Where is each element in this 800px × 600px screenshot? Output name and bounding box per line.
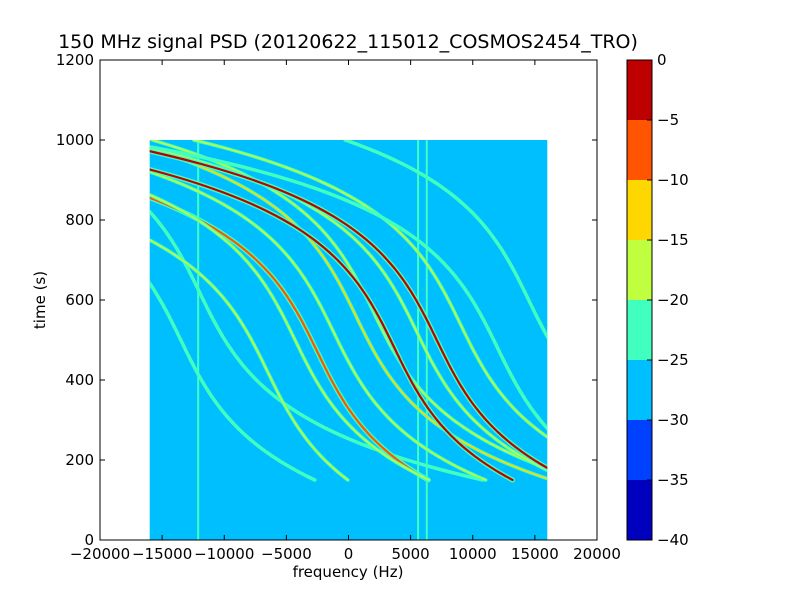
y-tick-label-5: 1000 [56, 131, 94, 149]
colorbar-tick-label-1: −5 [657, 111, 679, 129]
y-axis-label: time (s) [31, 271, 49, 329]
colorbar-level-7 [627, 60, 652, 120]
colorbar-tick-label-6: −30 [657, 411, 689, 429]
y-tick-label-3: 600 [65, 291, 94, 309]
colorbar-tick-label-8: −40 [657, 531, 689, 549]
colorbar-level-0 [627, 480, 652, 540]
colorbar-tick-label-0: 0 [657, 51, 667, 69]
trace-10 [149, 239, 349, 481]
trace-11 [149, 194, 430, 481]
chart-title: 150 MHz signal PSD (20120622_115012_COSM… [58, 31, 638, 53]
trace-3 [149, 171, 487, 481]
trace-12 [149, 145, 548, 430]
y-tick-label-0: 0 [84, 531, 94, 549]
plot-area: −20000 −15000 −10000 −5000 0 5000 10000 15000 20… [56, 51, 621, 563]
trace-8 [149, 150, 548, 470]
colorbar-tick-label-4: −20 [657, 291, 689, 309]
colorbar-level-2 [627, 360, 652, 420]
colorbar-ticks: 0 −5 −10 −15 −20 −25 −30 −35 −40 [647, 51, 689, 549]
y-tick-label-1: 200 [65, 451, 94, 469]
y-tick-label-2: 400 [65, 371, 94, 389]
colorbar-tick-label-2: −10 [657, 171, 689, 189]
colorbar-levels [627, 60, 652, 540]
trace-0 [149, 282, 316, 481]
y-axis: 0 200 400 600 800 1000 1200 [56, 51, 597, 549]
colorbar-level-4 [627, 240, 652, 300]
x-tick-label-4: 0 [344, 545, 354, 563]
trace-13 [344, 140, 548, 339]
colorbar: 0 −5 −10 −15 −20 −25 −30 −35 −40 [626, 51, 689, 549]
colorbar-tick-label-5: −25 [657, 351, 689, 369]
x-tick-label-2: −10000 [194, 545, 254, 563]
x-tick-label-6: 10000 [449, 545, 497, 563]
colorbar-level-5 [627, 180, 652, 240]
colorbar-tick-label-3: −15 [657, 231, 689, 249]
trace-4 [149, 147, 548, 480]
y-tick-label-6: 1200 [56, 51, 94, 69]
trace-1 [149, 210, 484, 481]
x-tick-label-0: −20000 [70, 545, 130, 563]
colorbar-level-6 [627, 120, 652, 180]
colorbar-level-3 [627, 300, 652, 360]
trace-9 [193, 140, 548, 438]
psd-heatmap [149, 140, 548, 540]
heatmap-background [149, 140, 548, 540]
y-tick-label-4: 800 [65, 211, 94, 229]
trace-2 [149, 196, 430, 482]
x-tick-label-7: 15000 [511, 545, 559, 563]
colorbar-level-1 [627, 420, 652, 480]
trace-6 [149, 168, 514, 482]
x-axis-label: frequency (Hz) [293, 563, 404, 581]
x-tick-label-3: −5000 [261, 545, 312, 563]
x-axis: −20000 −15000 −10000 −5000 0 5000 10000 15000 20… [70, 60, 621, 563]
x-tick-label-1: −15000 [132, 545, 192, 563]
x-tick-label-5: 5000 [392, 545, 430, 563]
x-tick-label-8: 20000 [573, 545, 621, 563]
colorbar-tick-label-7: −35 [657, 471, 689, 489]
